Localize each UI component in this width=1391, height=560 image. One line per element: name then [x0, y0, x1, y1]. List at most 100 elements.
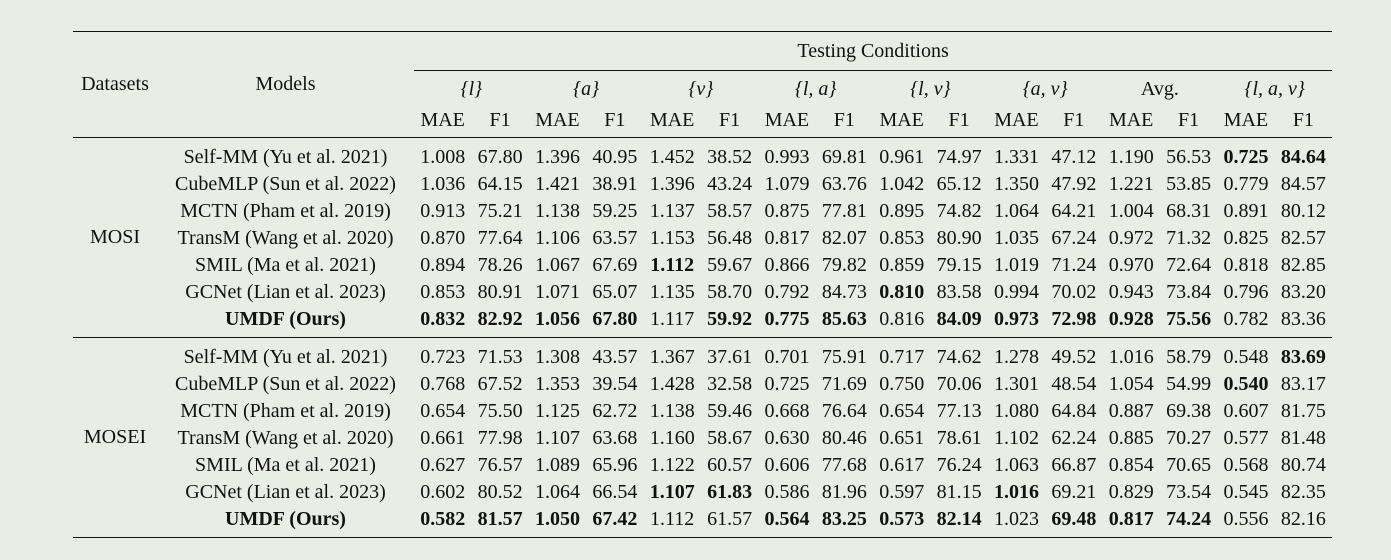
value-cell: 1.023: [993, 508, 1039, 530]
testing-header: Testing Conditions: [797, 39, 949, 62]
value-cell: 1.221: [1108, 173, 1154, 195]
value-cell: 0.701: [764, 346, 810, 368]
value-cell: 0.796: [1223, 281, 1269, 303]
value-cell: 0.768: [420, 373, 466, 395]
model-name: CubeMLP (Sun et al. 2022): [175, 373, 396, 395]
value-cell: 0.817: [1108, 508, 1154, 530]
value-cell: 74.97: [936, 146, 982, 168]
value-cell: 0.564: [764, 508, 810, 530]
value-cell: 0.750: [879, 373, 925, 395]
data-row: SMIL (Ma et al. 2021) 0.627 76.57 1.089 65.9…: [73, 452, 1332, 479]
value-cell: 0.654: [879, 400, 925, 422]
metric-header: F1: [489, 109, 511, 131]
value-cell: 59.25: [592, 200, 638, 222]
value-cell: 0.597: [879, 481, 925, 503]
value-cell: 61.83: [707, 481, 753, 503]
value-cell: 75.56: [1166, 308, 1212, 330]
value-cell: 67.80: [592, 308, 638, 330]
value-cell: 69.21: [1051, 481, 1097, 503]
value-cell: 0.970: [1108, 254, 1154, 276]
value-cell: 1.125: [534, 400, 580, 422]
dataset-group: MOSI Self-MM (Yu et al. 2021) 1.008 67.80 1.…: [73, 137, 1333, 338]
value-cell: 1.102: [993, 427, 1039, 449]
value-cell: 76.64: [821, 400, 867, 422]
value-cell: 1.190: [1108, 146, 1154, 168]
value-cell: 40.95: [592, 146, 638, 168]
value-cell: 59.67: [707, 254, 753, 276]
value-cell: 83.20: [1280, 281, 1326, 303]
value-cell: 79.15: [936, 254, 982, 276]
value-cell: 56.48: [707, 227, 753, 249]
value-cell: 72.98: [1051, 308, 1097, 330]
value-cell: 0.913: [420, 200, 466, 222]
value-cell: 83.25: [821, 508, 867, 530]
value-cell: 1.080: [993, 400, 1039, 422]
value-cell: 84.73: [821, 281, 867, 303]
value-cell: 76.24: [936, 454, 982, 476]
condition-header: Avg.: [1102, 70, 1218, 107]
value-cell: 0.582: [420, 508, 466, 530]
datasets-header: Datasets: [81, 73, 149, 95]
value-cell: 80.91: [477, 281, 523, 303]
model-name: SMIL (Ma et al. 2021): [195, 254, 376, 276]
data-row: MCTN (Pham et al. 2019) 0.913 75.21 1.138 59…: [73, 198, 1332, 225]
condition-header: {l}: [414, 70, 529, 107]
metric-header: F1: [1063, 109, 1085, 131]
value-cell: 74.82: [936, 200, 982, 222]
value-cell: 0.792: [764, 281, 810, 303]
value-cell: 84.57: [1280, 173, 1326, 195]
value-cell: 71.24: [1051, 254, 1097, 276]
value-cell: 1.035: [993, 227, 1039, 249]
value-cell: 82.16: [1280, 508, 1326, 530]
model-name: UMDF (Ours): [225, 308, 346, 330]
metric-header: F1: [1178, 109, 1200, 131]
value-cell: 74.62: [936, 346, 982, 368]
condition-header: {l, a, v}: [1217, 70, 1333, 107]
value-cell: 73.54: [1166, 481, 1212, 503]
value-cell: 65.96: [592, 454, 638, 476]
value-cell: 77.13: [936, 400, 982, 422]
model-name: GCNet (Lian et al. 2023): [185, 481, 386, 503]
value-cell: 0.885: [1108, 427, 1154, 449]
value-cell: 63.57: [592, 227, 638, 249]
value-cell: 1.064: [993, 200, 1039, 222]
metric-header: F1: [948, 109, 970, 131]
value-cell: 62.24: [1051, 427, 1097, 449]
value-cell: 58.79: [1166, 346, 1212, 368]
value-cell: 43.57: [592, 346, 638, 368]
value-cell: 1.112: [650, 508, 695, 530]
value-cell: 81.48: [1280, 427, 1326, 449]
value-cell: 69.38: [1166, 400, 1212, 422]
value-cell: 0.651: [879, 427, 925, 449]
value-cell: 0.866: [764, 254, 810, 276]
value-cell: 67.42: [592, 508, 638, 530]
value-cell: 0.817: [764, 227, 810, 249]
value-cell: 58.70: [707, 281, 753, 303]
value-cell: 0.854: [1108, 454, 1154, 476]
data-row: MOSI Self-MM (Yu et al. 2021) 1.008 67.80 1.…: [73, 138, 1332, 248]
value-cell: 1.019: [993, 254, 1039, 276]
condition-row: {l} {a} {v} {l, a} {l, v} {a, v} Avg. {l, a, v}: [73, 70, 1333, 107]
value-cell: 1.107: [534, 427, 580, 449]
value-cell: 83.69: [1280, 346, 1326, 368]
value-cell: 1.428: [649, 373, 695, 395]
value-cell: 1.036: [420, 173, 466, 195]
value-cell: 73.84: [1166, 281, 1212, 303]
value-cell: 69.81: [821, 146, 867, 168]
value-cell: 0.993: [764, 146, 810, 168]
value-cell: 0.717: [879, 346, 925, 368]
value-cell: 1.106: [534, 227, 580, 249]
metric-header: F1: [1292, 109, 1314, 131]
value-cell: 81.96: [821, 481, 867, 503]
value-cell: 83.58: [936, 281, 982, 303]
value-cell: 70.02: [1051, 281, 1097, 303]
metric-header: MAE: [420, 109, 465, 131]
value-cell: 66.54: [592, 481, 638, 503]
value-cell: 67.52: [477, 373, 523, 395]
value-cell: 0.943: [1108, 281, 1154, 303]
value-cell: 0.961: [879, 146, 925, 168]
value-cell: 81.15: [936, 481, 982, 503]
metric-header: MAE: [535, 109, 580, 131]
value-cell: 72.64: [1166, 254, 1212, 276]
value-cell: 1.122: [649, 454, 695, 476]
